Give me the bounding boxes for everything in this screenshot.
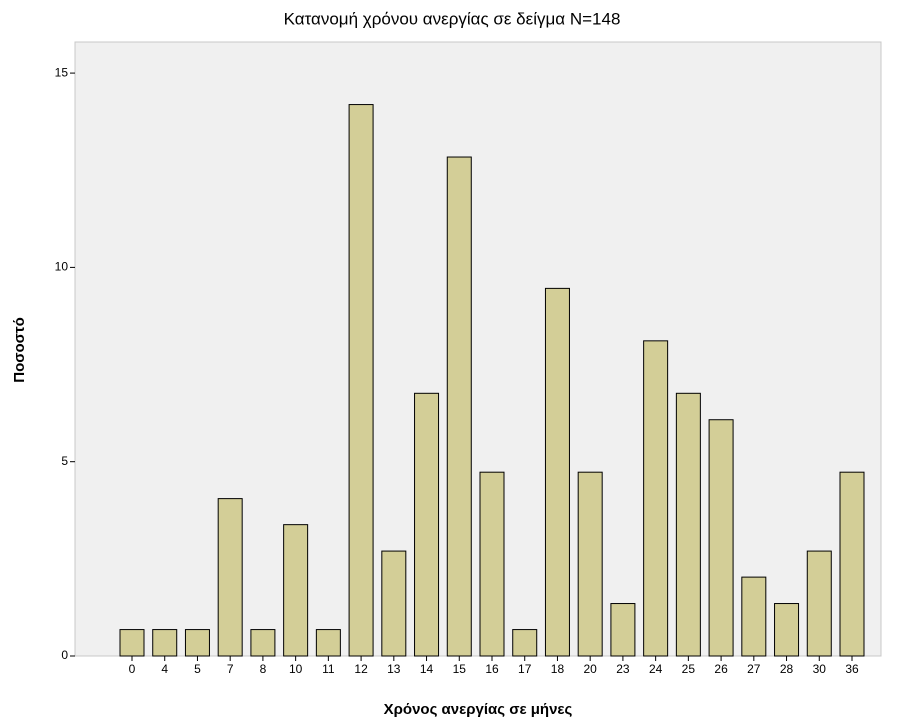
x-tick-label: 7: [227, 662, 234, 676]
x-tick-label: 14: [420, 662, 434, 676]
bar: [315, 629, 341, 657]
x-tick-label: 4: [161, 662, 168, 676]
bar: [479, 471, 505, 657]
bar: [577, 471, 603, 657]
bar: [839, 471, 865, 657]
bar: [119, 629, 145, 657]
bar: [512, 629, 538, 657]
bar: [152, 629, 178, 657]
bar: [381, 550, 407, 657]
x-tick-label: 15: [453, 662, 467, 676]
x-tick-label: 26: [714, 662, 728, 676]
bar: [348, 104, 374, 657]
x-tick-label: 30: [813, 662, 827, 676]
x-tick-label: 25: [682, 662, 696, 676]
x-tick-label: 12: [354, 662, 368, 676]
bar: [217, 498, 243, 657]
bar: [184, 629, 210, 657]
x-tick-label: 27: [747, 662, 761, 676]
x-tick-label: 16: [485, 662, 499, 676]
bar: [250, 629, 276, 657]
y-tick-label: 15: [55, 65, 69, 79]
x-tick-label: 28: [780, 662, 794, 676]
bar: [544, 287, 570, 657]
bar: [283, 524, 309, 657]
x-tick-label: 36: [845, 662, 859, 676]
x-axis-label: Χρόνος ανεργίας σε μήνες: [384, 701, 573, 718]
chart-title: Κατανομή χρόνου ανεργίας σε δείγμα N=148: [284, 9, 621, 28]
y-tick-label: 0: [61, 648, 68, 662]
x-tick-label: 17: [518, 662, 532, 676]
bar: [708, 419, 734, 657]
bar: [643, 340, 669, 657]
x-tick-label: 13: [387, 662, 401, 676]
bar: [774, 603, 800, 657]
x-tick-label: 0: [129, 662, 136, 676]
y-tick-label: 10: [55, 260, 69, 274]
x-tick-label: 8: [260, 662, 267, 676]
y-axis-label: Ποσοστό: [11, 317, 28, 383]
x-tick-label: 5: [194, 662, 201, 676]
x-tick-label: 10: [289, 662, 303, 676]
bar: [414, 392, 440, 657]
y-tick-label: 5: [61, 454, 68, 468]
x-tick-label: 24: [649, 662, 663, 676]
plot-area: [74, 41, 882, 657]
bar: [741, 576, 767, 657]
x-tick-label: 18: [551, 662, 565, 676]
x-tick-label: 20: [584, 662, 598, 676]
x-tick-label: 11: [322, 662, 335, 676]
bar: [675, 392, 701, 657]
bar: [806, 550, 832, 657]
bar: [446, 156, 472, 657]
x-tick-label: 23: [616, 662, 630, 676]
bar: [610, 603, 636, 657]
